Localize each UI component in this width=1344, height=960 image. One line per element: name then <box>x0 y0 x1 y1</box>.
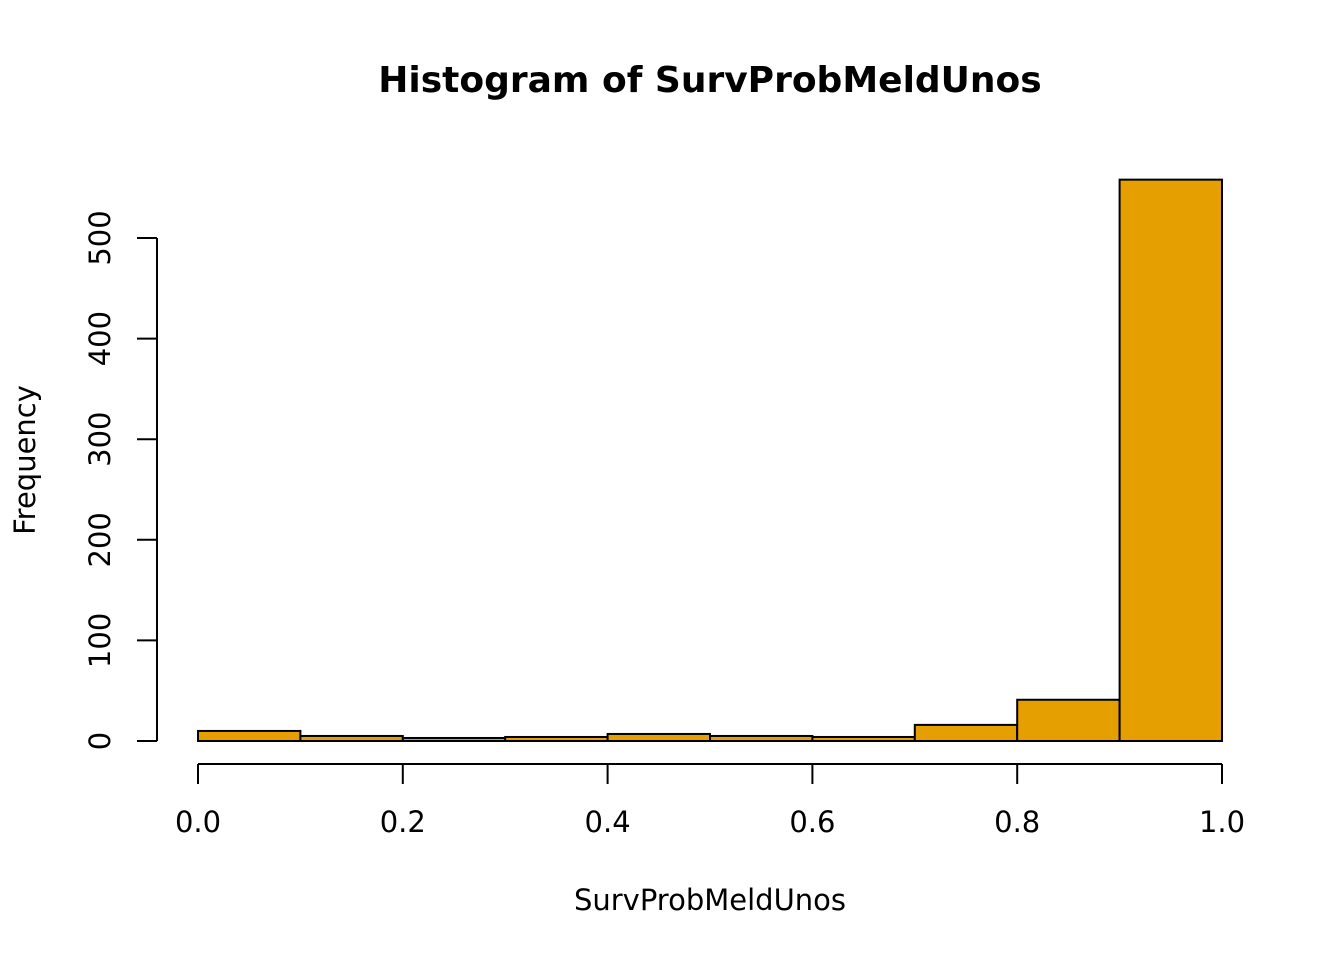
histogram-bar <box>1118 178 1223 743</box>
y-tick-label: 100 <box>83 613 117 668</box>
x-tick-label: 1.0 <box>1199 805 1245 839</box>
x-tick-label: 0.8 <box>994 805 1040 839</box>
histogram-bar <box>197 729 302 743</box>
y-axis: 0 100 200 300 400 500 <box>83 210 158 750</box>
x-tick-label: 0.2 <box>380 805 426 839</box>
histogram-bar <box>811 735 916 743</box>
histogram-bar <box>913 723 1019 742</box>
y-axis-label: Frequency <box>8 385 42 535</box>
histogram-bar <box>299 734 404 742</box>
x-tick-label: 0.0 <box>175 805 221 839</box>
chart-title: Histogram of SurvProbMeldUnos <box>378 60 1041 101</box>
histogram-bar <box>401 736 507 742</box>
x-axis-label: SurvProbMeldUnos <box>574 883 846 917</box>
histogram-bar <box>504 735 609 743</box>
histogram-bar <box>606 732 711 743</box>
y-tick-label: 0 <box>83 732 117 750</box>
histogram-bar <box>709 734 814 742</box>
y-tick-label: 400 <box>83 311 117 366</box>
bars-group <box>197 178 1223 743</box>
x-axis: 0.0 0.2 0.4 0.6 0.8 1.0 <box>175 763 1245 839</box>
histogram-bar <box>1016 698 1121 743</box>
x-tick-label: 0.4 <box>585 805 631 839</box>
y-tick-label: 200 <box>83 512 117 567</box>
y-tick-label: 300 <box>83 412 117 467</box>
x-tick-label: 0.6 <box>789 805 835 839</box>
y-tick-label: 500 <box>83 210 117 265</box>
